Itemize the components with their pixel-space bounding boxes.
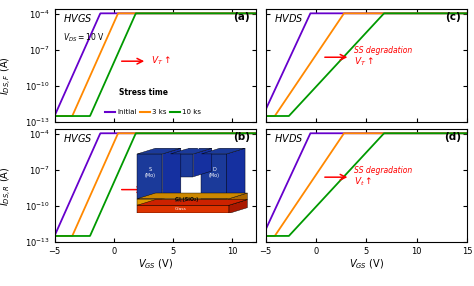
Text: $\mathit{V_T}$$\uparrow$: $\mathit{V_T}$$\uparrow$ bbox=[151, 183, 171, 196]
Text: $\it{HVDS}$: $\it{HVDS}$ bbox=[274, 12, 303, 24]
Text: $\mathit{V_{DS}}$$=$10 V: $\mathit{V_{DS}}$$=$10 V bbox=[63, 31, 104, 44]
X-axis label: $\mathit{V_{GS}}$ (V): $\mathit{V_{GS}}$ (V) bbox=[137, 257, 173, 271]
Text: (d): (d) bbox=[444, 132, 461, 142]
Text: $\mathit{V_T}$$\uparrow$: $\mathit{V_T}$$\uparrow$ bbox=[354, 55, 374, 68]
Text: (c): (c) bbox=[445, 12, 461, 22]
Text: $\mathit{V_T}$$\uparrow$: $\mathit{V_T}$$\uparrow$ bbox=[151, 55, 171, 67]
X-axis label: $\mathit{V_{GS}}$ (V): $\mathit{V_{GS}}$ (V) bbox=[349, 257, 384, 271]
Text: $\it{HVGS}$: $\it{HVGS}$ bbox=[63, 12, 92, 24]
Text: Stress time: Stress time bbox=[119, 88, 168, 97]
Text: $I_{DS,F}$ (A): $I_{DS,F}$ (A) bbox=[0, 56, 14, 95]
Text: $\it{HVDS}$: $\it{HVDS}$ bbox=[274, 132, 303, 144]
Text: (a): (a) bbox=[233, 12, 250, 22]
Text: SS degradation: SS degradation bbox=[354, 166, 412, 175]
Text: $\mathit{V_t}$$\uparrow$: $\mathit{V_t}$$\uparrow$ bbox=[354, 175, 373, 188]
Legend: Initial, 3 ks, 10 ks: Initial, 3 ks, 10 ks bbox=[102, 107, 204, 118]
Text: $I_{DS,R}$ (A): $I_{DS,R}$ (A) bbox=[0, 166, 14, 206]
Text: $\it{HVGS}$: $\it{HVGS}$ bbox=[63, 132, 92, 144]
Text: SS degradation: SS degradation bbox=[354, 46, 412, 55]
Text: (b): (b) bbox=[233, 132, 250, 142]
